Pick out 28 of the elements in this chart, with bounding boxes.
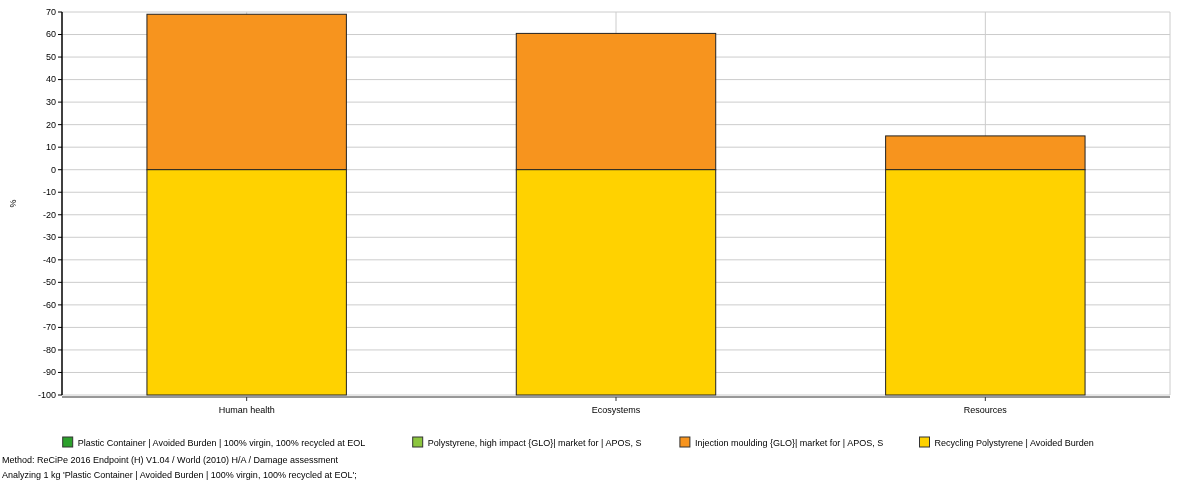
y-tick-label: 40: [45, 74, 56, 85]
y-tick-label: 20: [45, 119, 56, 130]
y-tick-label: -100: [37, 389, 56, 400]
y-tick-label: 60: [45, 29, 56, 40]
y-tick-label: -50: [42, 277, 56, 288]
y-tick-label: 0: [50, 164, 56, 175]
x-tick-label: Resources: [963, 405, 1008, 415]
y-tick-label: 50: [45, 51, 56, 62]
text: Analyzing 1 kg 'Plastic Container | Avoided Burden | 100% virgin, 100% recycled at EOL';: [2, 470, 357, 480]
y-tick-label: 70: [45, 6, 56, 17]
x-tick-label: Human health: [218, 405, 275, 415]
y-tick-label: -10: [42, 187, 56, 198]
y-tick-label: -40: [42, 254, 56, 265]
y-tick-label: -80: [42, 344, 56, 355]
y-tick-label: 10: [45, 142, 56, 153]
legend-label: Injection moulding {GLO}| market for | APOS, S: [694, 437, 884, 448]
y-tick-label: 30: [45, 97, 56, 107]
y-tick-label: -90: [42, 367, 56, 378]
y-tick-label: -60: [42, 299, 56, 310]
y-tick-label: -70: [42, 322, 56, 333]
legend-label: Recycling Polystyrene | Avoided Burden: [934, 437, 1094, 448]
x-tick-label: Ecosystems: [591, 405, 641, 415]
y-tick-label: -30: [42, 232, 56, 243]
y-axis-title: %: [8, 199, 18, 208]
legend-label: Plastic Container | Avoided Burden | 100% virgin, 100% recycled at EOL: [77, 437, 366, 448]
legend-label: Polystyrene, high impact {GLO}| market for | APOS, S: [427, 437, 642, 448]
text: Method: ReCiPe 2016 Endpoint (H) V1.04 / World (2010) H/A / Damage assessment: [2, 455, 339, 465]
y-tick-label: -20: [42, 209, 56, 220]
